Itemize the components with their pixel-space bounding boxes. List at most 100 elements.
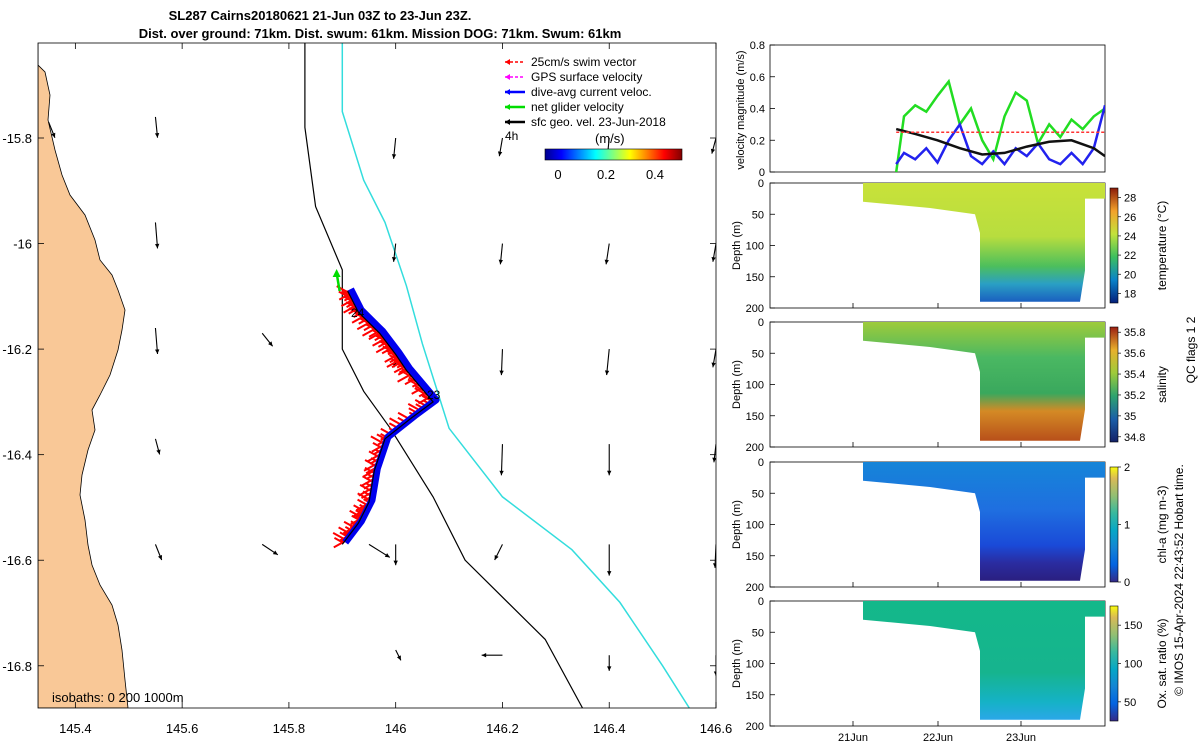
colorbar-tick-label: 22 [1124, 250, 1136, 262]
isobath-label: isobaths: 0 200 1000m [52, 690, 184, 705]
qc-note: QC flags 1 2 [1184, 316, 1198, 383]
velocity-ytick-label: 0.2 [750, 135, 765, 147]
footer-copyright: © IMOS 15-Apr-2024 22:43:52 Hobart time. [1172, 464, 1186, 696]
depth-tick-label: 0 [758, 178, 764, 190]
swim-vector [371, 328, 382, 336]
depth-tick-label: 150 [746, 411, 764, 423]
geo-arrow [154, 327, 160, 355]
velocity-series-0 [894, 78, 1105, 172]
chl-a-section: 0 50 100 150 200 Depth (m) 0 1 2 chl-a (mg m-3) [731, 457, 1169, 594]
geo-arrow [154, 222, 160, 249]
depth-tick-label: 100 [746, 380, 764, 392]
colorbar-extra-label: 4h [505, 129, 518, 143]
depth-tick-label: 150 [746, 551, 764, 563]
map-axis-ticks: 145.4 145.6 145.8 146 146.2 146.4 146.6 -15.8 -1… [2, 43, 732, 736]
depth-tick-label: 0 [758, 457, 764, 469]
colorbar-gradient [544, 148, 683, 161]
temperature-section: 0 50 100 150 200 Depth (m) 18 20 22 24 26 28 tempera… [731, 178, 1169, 315]
swim-vector [375, 334, 386, 342]
glider-track [332, 269, 440, 549]
section-data [863, 601, 1105, 720]
legend-entry: GPS surface velocity [505, 70, 642, 84]
section-data [863, 183, 1105, 302]
velocity-series-2 [895, 127, 1105, 158]
colorbar-tick-2: 0.4 [646, 167, 664, 182]
day-label-24: 24 [351, 306, 365, 320]
depth-tick-label: 0 [758, 317, 764, 329]
colorbar-tick-label: 35 [1124, 411, 1136, 423]
swim-vector [341, 290, 351, 297]
legend-entry: dive-avg current veloc. [505, 85, 652, 99]
velocity-ylabel: velocity magnitude (m/s) [735, 50, 747, 169]
map-xtick-label: 146 [385, 721, 407, 736]
net-velocity-arrow-head [332, 269, 341, 278]
colorbar-tick-0: 0 [554, 167, 561, 182]
glider-track-line [341, 290, 434, 545]
section-colorbar [1109, 466, 1119, 583]
swim-vector [353, 504, 365, 513]
depth-tick-label: 200 [746, 442, 764, 454]
geo-arrow [261, 543, 279, 556]
geo-arrow [713, 655, 716, 677]
colorbar-tick-label: 35.8 [1124, 327, 1145, 339]
swim-vector [364, 466, 375, 474]
velocity-ytick-label: 0.4 [750, 104, 765, 116]
swim-vector [357, 498, 368, 507]
legend-entry: net glider velocity [505, 100, 624, 114]
swim-vector [357, 492, 370, 501]
section-data [863, 322, 1105, 441]
geo-arrow [497, 137, 503, 157]
swim-vector [351, 315, 364, 324]
geo-arrow [607, 544, 612, 576]
geo-arrow [499, 444, 504, 476]
geo-arrow [48, 121, 56, 138]
geo-arrow [154, 438, 161, 455]
time-axis: 21Jun 22Jun 23Jun [838, 732, 1036, 744]
geo-arrow [481, 653, 503, 658]
legend-label: GPS surface velocity [531, 70, 642, 84]
geo-arrow [710, 137, 716, 154]
geo-arrow [393, 544, 398, 566]
legend-entry: 25cm/s swim vector [505, 55, 636, 69]
map-ytick-label: -16.6 [2, 553, 32, 568]
map-panel: 145.4 145.6 145.8 146 146.2 146.4 146.6 -15.8 -1… [2, 42, 732, 736]
swim-vector [421, 393, 432, 401]
geo-arrow [154, 116, 160, 138]
section-colorbar [1109, 187, 1119, 304]
swim-vector [378, 339, 391, 348]
velocity-ytick-label: 0.6 [750, 72, 765, 84]
section-ylabel: Depth (m) [731, 221, 743, 270]
geo-arrow [711, 349, 716, 368]
geo-arrow [494, 544, 503, 561]
oxygen-section: 0 50 100 150 200 Depth (m) 50 100 150 Ox. sat. ra… [731, 596, 1169, 733]
depth-tick-label: 150 [746, 272, 764, 284]
depth-tick-label: 200 [746, 582, 764, 594]
isobath-1000m [341, 43, 690, 708]
colorbar-label: chl-a (mg m-3) [1155, 485, 1169, 563]
day-label-23: 23 [427, 388, 441, 402]
map-ytick-label: -16.2 [2, 342, 32, 357]
speed-colorbar: 4h (m/s) 0 0.2 0.4 [505, 129, 683, 182]
colorbar-tick-1: 0.2 [597, 167, 615, 182]
map-xtick-label: 145.8 [273, 721, 306, 736]
section-ylabel: Depth (m) [731, 500, 743, 549]
colorbar-tick-label: 35.2 [1124, 390, 1145, 402]
colorbar-tick-label: 100 [1124, 659, 1142, 671]
map-frame [37, 42, 717, 709]
colorbar-unit-label: (m/s) [595, 131, 625, 146]
swim-vector [367, 473, 374, 479]
colorbar-label: Ox. sat. ratio (%) [1155, 618, 1169, 708]
geo-arrow [499, 349, 504, 376]
map-xtick-label: 146.2 [486, 721, 519, 736]
map-ytick-label: -15.8 [2, 131, 32, 146]
colorbar-tick-label: 35.4 [1124, 369, 1145, 381]
time-tick-23jun: 23Jun [1006, 732, 1036, 744]
velocity-frame [769, 44, 1106, 173]
legend-label: net glider velocity [531, 100, 624, 114]
swim-vector [362, 490, 371, 497]
colorbar-tick-label: 0 [1124, 577, 1130, 589]
geo-arrow [604, 243, 610, 265]
section-data [863, 462, 1105, 581]
colorbar-tick-label: 50 [1124, 697, 1136, 709]
